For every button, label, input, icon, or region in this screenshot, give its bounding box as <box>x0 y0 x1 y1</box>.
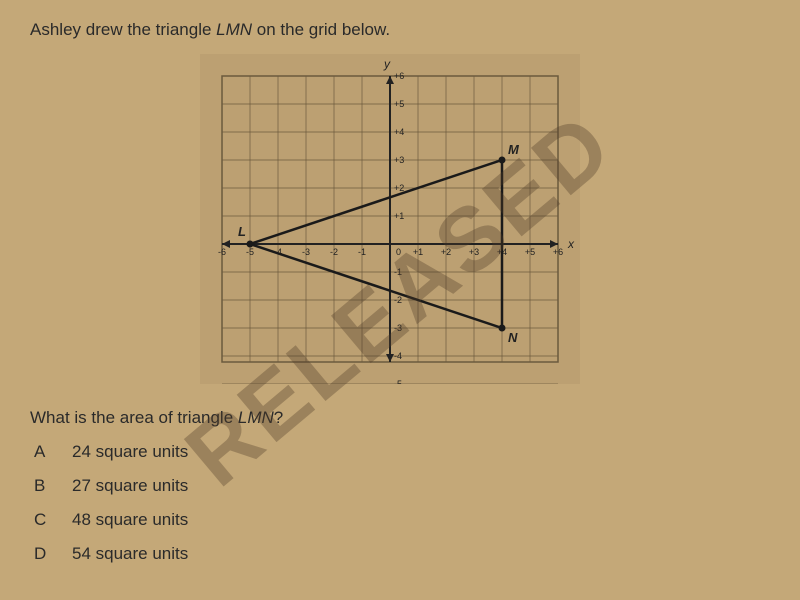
page-content: Ashley drew the triangle LMN on the grid… <box>0 0 800 584</box>
svg-text:+5: +5 <box>394 99 404 109</box>
svg-text:0: 0 <box>396 247 401 257</box>
svg-text:-6: -6 <box>218 247 226 257</box>
question-part2: ? <box>274 408 283 427</box>
svg-text:-3: -3 <box>302 247 310 257</box>
svg-text:-2: -2 <box>330 247 338 257</box>
svg-text:-2: -2 <box>394 295 402 305</box>
svg-text:+6: +6 <box>394 71 404 81</box>
svg-text:-1: -1 <box>358 247 366 257</box>
svg-text:-5: -5 <box>246 247 254 257</box>
svg-text:+2: +2 <box>441 247 451 257</box>
svg-text:+6: +6 <box>553 247 563 257</box>
question-text: What is the area of triangle LMN? <box>30 408 770 428</box>
option-text: 27 square units <box>72 476 188 496</box>
svg-text:+3: +3 <box>469 247 479 257</box>
option-text: 54 square units <box>72 544 188 564</box>
option-a[interactable]: A 24 square units <box>34 442 770 462</box>
option-d[interactable]: D 54 square units <box>34 544 770 564</box>
triangle-name: LMN <box>216 20 252 39</box>
coordinate-grid: xy-6-5-4-3-2-10+1+2+3+4+5+6+1+2+3+4+5+6-… <box>200 54 580 384</box>
svg-text:-3: -3 <box>394 323 402 333</box>
svg-text:+2: +2 <box>394 183 404 193</box>
svg-text:+4: +4 <box>394 127 404 137</box>
svg-text:L: L <box>238 224 246 239</box>
svg-text:x: x <box>567 237 575 251</box>
option-b[interactable]: B 27 square units <box>34 476 770 496</box>
option-letter: B <box>34 476 50 496</box>
svg-text:-1: -1 <box>394 267 402 277</box>
svg-text:-4: -4 <box>394 351 402 361</box>
option-text: 24 square units <box>72 442 188 462</box>
svg-text:+1: +1 <box>394 211 404 221</box>
intro-part1: Ashley drew the triangle <box>30 20 216 39</box>
svg-text:+5: +5 <box>525 247 535 257</box>
intro-text: Ashley drew the triangle LMN on the grid… <box>30 20 770 40</box>
option-c[interactable]: C 48 square units <box>34 510 770 530</box>
option-text: 48 square units <box>72 510 188 530</box>
option-letter: D <box>34 544 50 564</box>
option-letter: C <box>34 510 50 530</box>
svg-text:+1: +1 <box>413 247 423 257</box>
svg-text:-5: -5 <box>394 379 402 384</box>
svg-text:y: y <box>383 57 391 71</box>
svg-text:N: N <box>508 330 518 345</box>
grid-svg: xy-6-5-4-3-2-10+1+2+3+4+5+6+1+2+3+4+5+6-… <box>200 54 580 384</box>
intro-part2: on the grid below. <box>252 20 390 39</box>
svg-text:+3: +3 <box>394 155 404 165</box>
question-part1: What is the area of triangle <box>30 408 238 427</box>
svg-text:M: M <box>508 142 520 157</box>
question-triangle-name: LMN <box>238 408 274 427</box>
answer-options: A 24 square units B 27 square units C 48… <box>34 442 770 564</box>
option-letter: A <box>34 442 50 462</box>
